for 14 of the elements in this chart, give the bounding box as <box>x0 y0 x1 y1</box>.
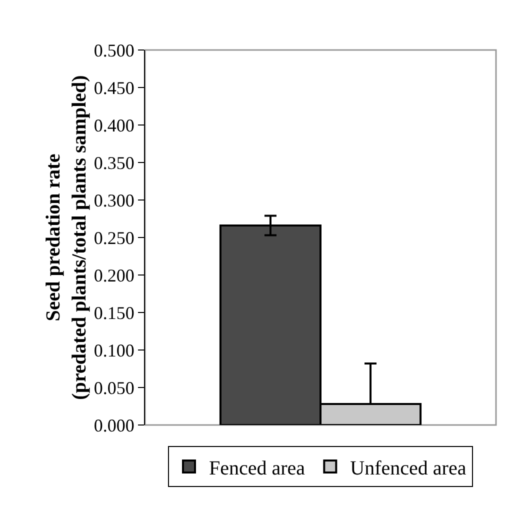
y-tick-label: 0.000 <box>94 415 134 436</box>
y-tick-label: 0.100 <box>94 340 134 360</box>
y-tick-label: 0.200 <box>94 265 134 286</box>
y-tick-label: 0.050 <box>94 378 134 398</box>
y-tick-label: 0.400 <box>94 115 134 136</box>
legend-label: Unfenced area <box>350 457 466 480</box>
y-tick-label: 0.350 <box>94 152 134 173</box>
y-tick-label: 0.450 <box>94 78 134 98</box>
y-tick-label: 0.250 <box>94 228 134 248</box>
legend-label: Fenced area <box>209 457 306 480</box>
y-tick-label: 0.500 <box>94 40 134 60</box>
y-axis-title: Seed predation rate (predated plants/total plants sampled) <box>42 75 90 400</box>
y-tick-label: 0.150 <box>94 302 134 323</box>
y-tick-label: 0.300 <box>94 190 134 210</box>
